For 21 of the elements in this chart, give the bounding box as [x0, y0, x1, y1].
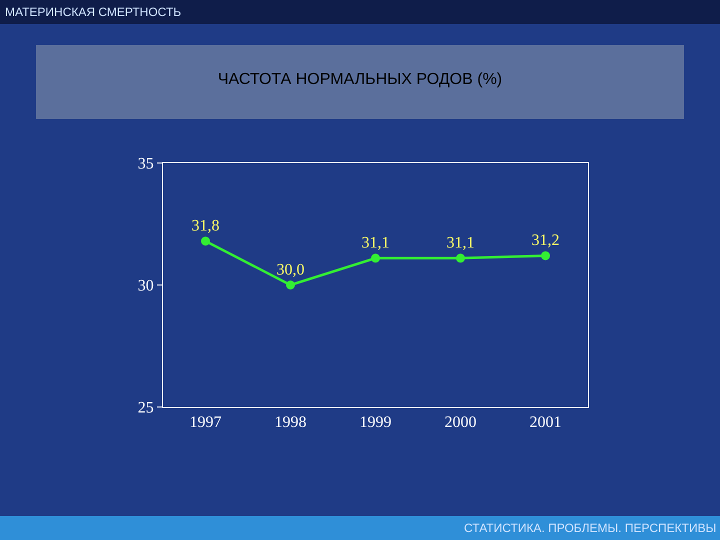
point — [371, 254, 380, 263]
data-label: 31,1 — [362, 234, 390, 252]
text: СТАТИСТИКА. ПРОБЛЕМЫ. ПЕРСПЕКТИВЫ — [464, 521, 716, 535]
point — [286, 280, 295, 290]
x-tick-label: 1997 — [190, 414, 222, 432]
x-tick-label: 1999 — [360, 414, 392, 432]
x-tick-label: 2000 — [444, 414, 476, 432]
y-tick-label: 25 — [138, 400, 154, 417]
point — [201, 236, 210, 246]
y-tick-label: 35 — [138, 156, 154, 173]
point — [541, 251, 550, 260]
x-tick-label: 1998 — [274, 414, 306, 432]
data-label: 30,0 — [276, 261, 304, 278]
data-label: 31,8 — [192, 217, 220, 234]
data-label: 31,1 — [446, 234, 474, 252]
chart-title: ЧАСТОТА НОРМАЛЬНЫХ РОДОВ (%) — [218, 70, 502, 88]
text: МАТЕРИНСКАЯ СМЕРТНОСТЬ — [5, 5, 182, 19]
x-tick-label: 2001 — [530, 414, 562, 432]
data-label: 31,2 — [532, 232, 560, 250]
y-tick-label: 30 — [138, 278, 154, 295]
point — [456, 254, 465, 263]
